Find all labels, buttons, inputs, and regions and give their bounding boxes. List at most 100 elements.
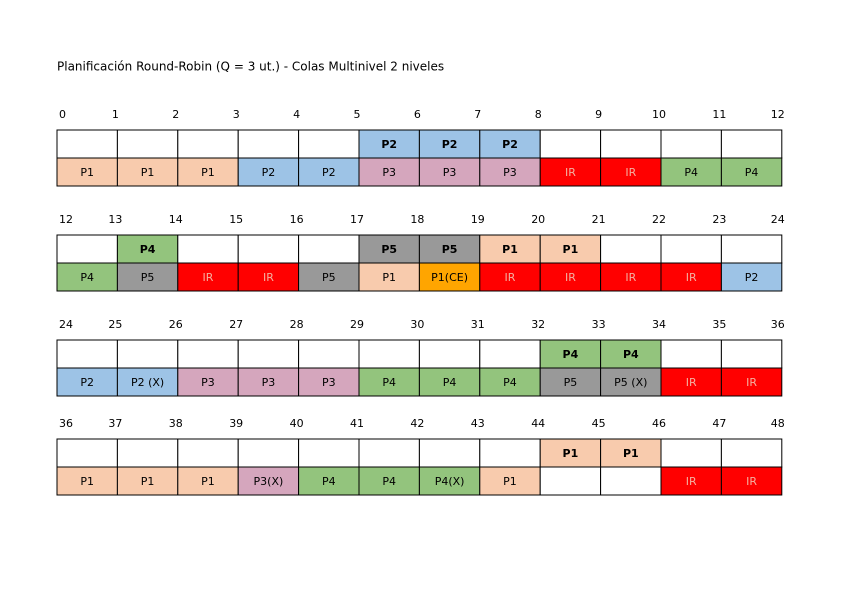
cell [116, 438, 179, 468]
cell-label: P1 [563, 243, 579, 256]
cell [600, 157, 662, 187]
tick-label: 16 [290, 213, 304, 226]
cell [539, 129, 602, 159]
cell [660, 262, 722, 292]
cell [479, 438, 541, 468]
tick-label: 38 [169, 417, 183, 430]
cell-label: P4(X) [435, 475, 465, 488]
cell [720, 438, 783, 468]
tick-label: 18 [410, 213, 424, 226]
cell-label: P5 [564, 376, 578, 389]
tick-label: 4 [293, 108, 300, 121]
cell [358, 438, 420, 468]
tick-label: 20 [531, 213, 545, 226]
tick-label: 21 [592, 213, 606, 226]
cell-label: IR [625, 166, 636, 179]
cell [720, 339, 783, 369]
cell [600, 234, 662, 264]
cell-label: P4 [623, 348, 639, 361]
cell-label: P2 [502, 138, 518, 151]
cell [358, 129, 420, 159]
cell-label: IR [263, 271, 274, 284]
cell [720, 262, 783, 292]
cell-label: P4 [322, 475, 336, 488]
cell [56, 339, 118, 369]
cell [237, 367, 300, 397]
tick-label: 25 [108, 318, 122, 331]
tick-label: 36 [771, 318, 785, 331]
cell [177, 466, 239, 496]
cell-label: P3(X) [254, 475, 284, 488]
cell [660, 234, 722, 264]
cell [298, 157, 360, 187]
cell [177, 438, 239, 468]
cell-label: P3 [322, 376, 336, 389]
cell [418, 438, 481, 468]
tick-label: 12 [771, 108, 785, 121]
cell-label: P4 [443, 376, 457, 389]
cell-label: IR [686, 475, 697, 488]
tick-label: 3 [233, 108, 240, 121]
cell [116, 129, 179, 159]
tick-label: 27 [229, 318, 243, 331]
cell [660, 157, 722, 187]
cell [298, 129, 360, 159]
tick-label: 30 [410, 318, 424, 331]
cell [600, 438, 662, 468]
cell-label: IR [746, 376, 757, 389]
cell-label: P5 [381, 243, 397, 256]
tick-label: 35 [712, 318, 726, 331]
cell [237, 234, 300, 264]
cell-label: P1(CE) [431, 271, 468, 284]
cell [539, 438, 602, 468]
tick-label: 14 [169, 213, 183, 226]
cell-label: IR [565, 166, 576, 179]
tick-label: 12 [59, 213, 73, 226]
cell [539, 466, 602, 496]
cell-label: IR [203, 271, 214, 284]
cell [418, 339, 481, 369]
cell-label: P1 [502, 243, 518, 256]
tick-label: 26 [169, 318, 183, 331]
tick-label: 39 [229, 417, 243, 430]
cell [720, 367, 783, 397]
cell-label: IR [625, 271, 636, 284]
tick-label: 48 [771, 417, 785, 430]
cell-label: P4 [80, 271, 94, 284]
cell [237, 129, 300, 159]
cell [660, 438, 722, 468]
cell [116, 339, 179, 369]
cell-label: P3 [262, 376, 276, 389]
cell [56, 438, 118, 468]
cell [418, 466, 481, 496]
cell-label: P2 [381, 138, 397, 151]
tick-label: 11 [712, 108, 726, 121]
cell-label: P4 [382, 475, 396, 488]
cell [418, 129, 481, 159]
cell [56, 262, 118, 292]
cell [56, 129, 118, 159]
tick-label: 40 [290, 417, 304, 430]
cell-label: IR [686, 376, 697, 389]
tick-label: 19 [471, 213, 485, 226]
cell [237, 339, 300, 369]
tick-label: 6 [414, 108, 421, 121]
cell [237, 438, 300, 468]
cell [660, 466, 722, 496]
cell-label: IR [746, 475, 757, 488]
cell [539, 262, 602, 292]
tick-label: 45 [592, 417, 606, 430]
cell [358, 367, 420, 397]
tick-label: 24 [59, 318, 73, 331]
tick-label: 34 [652, 318, 666, 331]
cell-label: P1 [382, 271, 396, 284]
cell-label: P1 [563, 447, 579, 460]
cell [418, 157, 481, 187]
cell-label: P4 [382, 376, 396, 389]
cell [177, 234, 239, 264]
cell-label: P3 [201, 376, 215, 389]
cell [358, 157, 420, 187]
tick-label: 47 [712, 417, 726, 430]
tick-label: 36 [59, 417, 73, 430]
